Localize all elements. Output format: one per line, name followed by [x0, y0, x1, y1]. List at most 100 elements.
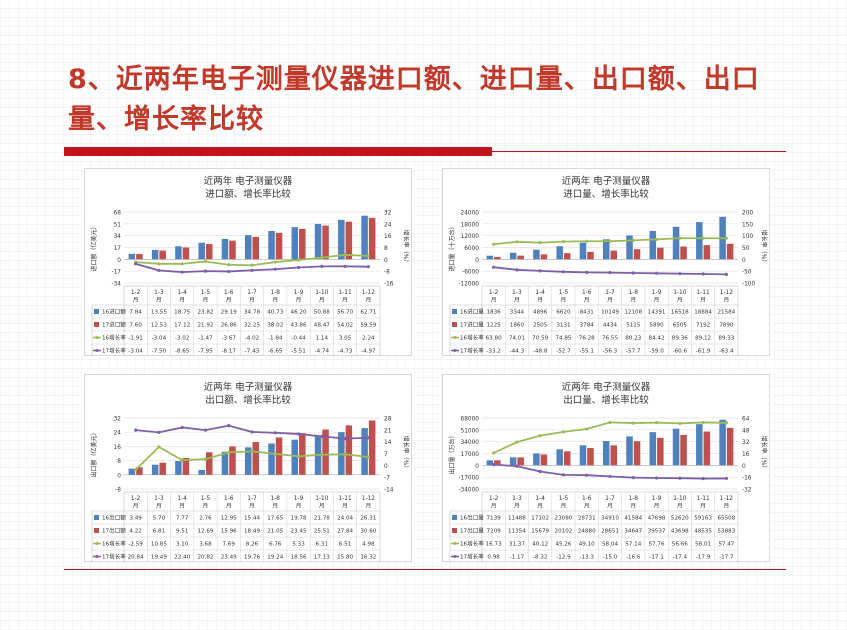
- legend-label: 16增长率: [102, 540, 126, 548]
- bar: [726, 243, 734, 260]
- line-point: [320, 434, 324, 438]
- x-tick-label: 1-6 月: [224, 290, 234, 304]
- data-label: 3784: [580, 323, 595, 329]
- bar: [136, 254, 143, 260]
- data-label: -17.9: [696, 555, 711, 561]
- chart-import-value: 近两年 电子测量仪器进口额、增长率比较 68 51 34 17 0 -17 -34 32 24 16…: [84, 168, 412, 356]
- data-label: 2505: [533, 323, 548, 329]
- line-point: [343, 253, 347, 257]
- line-point: [180, 458, 184, 462]
- y-tick-label: -6000: [462, 270, 479, 276]
- line-point: [561, 430, 566, 434]
- line-point: [561, 240, 566, 244]
- data-label: 57.47: [718, 542, 734, 548]
- line-point: [654, 271, 659, 275]
- x-tick-label: 1-6 月: [582, 290, 592, 304]
- line-point: [608, 239, 612, 243]
- legend-label: 16增长率: [460, 540, 484, 548]
- bar: [672, 226, 680, 260]
- legend-swatch: [94, 528, 99, 533]
- line-point: [203, 428, 208, 432]
- line-point: [492, 265, 496, 269]
- line-point: [296, 258, 301, 262]
- data-label: 56.70: [337, 310, 353, 316]
- bar: [533, 249, 540, 260]
- data-label: 65508: [717, 516, 735, 522]
- bar: [244, 235, 252, 260]
- line-point: [180, 262, 184, 266]
- data-label: -8.65: [175, 349, 190, 355]
- data-label: 10.85: [151, 542, 167, 548]
- data-label: 56.66: [672, 542, 688, 548]
- data-label: -4.73: [338, 349, 353, 355]
- bar: [494, 256, 501, 260]
- data-label: 52620: [671, 516, 689, 522]
- bar: [602, 239, 610, 260]
- data-label: 43.86: [291, 323, 307, 329]
- line-point: [724, 272, 728, 276]
- x-tick-label: 1-12 月: [720, 290, 733, 304]
- chart-subtitle: 出口量、增长率比较: [563, 394, 649, 406]
- line-point: [320, 453, 324, 457]
- data-label: -17.1: [649, 555, 664, 561]
- y2-tick-label: 48: [742, 428, 750, 434]
- data-label: -1.91: [128, 336, 143, 342]
- bar: [361, 215, 368, 260]
- bar: [229, 446, 236, 475]
- y-axis-label: 进口量（十万台）: [448, 223, 456, 271]
- y-tick-label: 51000: [461, 428, 480, 434]
- chart-frame: [442, 168, 770, 356]
- data-label: 3.05: [339, 336, 352, 342]
- x-tick-label: 1-8 月: [629, 290, 639, 304]
- bar: [338, 219, 345, 260]
- y2-tick-label: -7: [384, 476, 390, 482]
- line-point: [678, 476, 682, 480]
- data-label: 4896: [533, 310, 548, 316]
- line-point: [654, 237, 659, 241]
- legend-swatch: [453, 336, 457, 339]
- bar: [205, 244, 213, 260]
- y2-axis-label: 增长率（%）: [402, 436, 410, 472]
- x-tick-label: 1-10 月: [673, 290, 686, 304]
- data-label: 23.45: [291, 529, 307, 535]
- line-point: [538, 269, 542, 273]
- y2-axis-label: 增长率（%）: [402, 230, 410, 266]
- data-label: 89.33: [718, 336, 734, 342]
- data-label: 31.37: [509, 542, 525, 548]
- legend-label: 17增长率: [102, 347, 126, 355]
- bar: [221, 239, 229, 260]
- y-tick-label: 34000: [461, 440, 480, 446]
- data-label: 9.51: [176, 529, 189, 535]
- x-tick-label: 1-3 月: [154, 290, 164, 304]
- y-tick-label: 68: [114, 211, 122, 217]
- chart-subtitle: 进口量、增长率比较: [563, 188, 649, 200]
- bar: [252, 236, 260, 260]
- bar: [657, 437, 664, 466]
- data-label: 48.47: [314, 323, 330, 329]
- data-label: 53883: [717, 529, 735, 535]
- data-label: 17.12: [174, 323, 190, 329]
- line-point: [654, 421, 659, 425]
- line-point: [273, 260, 277, 264]
- footer-line: [64, 569, 786, 570]
- data-label: -16.6: [626, 555, 641, 561]
- data-label: -44.3: [510, 349, 525, 355]
- line-point: [631, 238, 635, 242]
- data-label: -8.17: [221, 349, 236, 355]
- data-label: 1.14: [316, 336, 329, 342]
- data-label: 14391: [648, 310, 666, 316]
- x-tick-label: 1-12 月: [720, 496, 733, 510]
- data-label: 47698: [648, 516, 666, 522]
- line-point: [366, 265, 370, 269]
- chart-subtitle: 出口额、增长率比较: [205, 394, 291, 406]
- legend-label: 17出口额: [102, 527, 126, 535]
- data-label: 28651: [601, 529, 619, 535]
- bar: [533, 453, 540, 466]
- x-tick-label: 1-10 月: [673, 496, 686, 510]
- x-tick-label: 1-4 月: [535, 290, 545, 304]
- data-label: 4434: [603, 323, 618, 329]
- bar: [486, 255, 494, 260]
- data-label: 5890: [649, 323, 664, 329]
- x-tick-label: 1-3 月: [512, 290, 522, 304]
